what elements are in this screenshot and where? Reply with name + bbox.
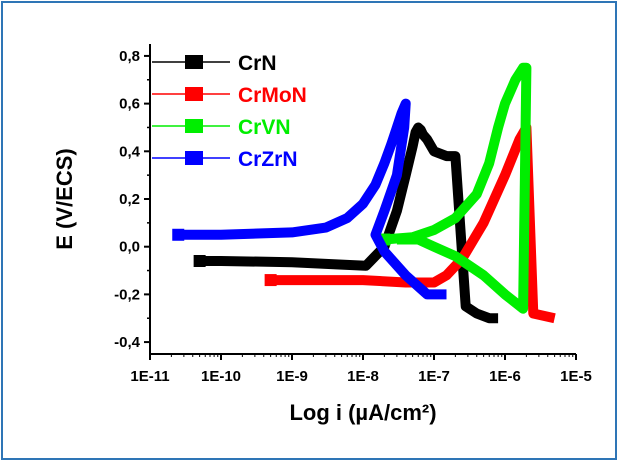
legend-label-crzrn: CrZrN [238, 148, 298, 171]
ticks-layer: -0,4 -0,2 0,0 0,2 0,4 0,6 0,8 1E-11 1E-10 1E-9 1E-… [114, 48, 592, 385]
legend-label-crmon: CrMoN [238, 84, 307, 107]
x-tick-label: 1E-7 [418, 368, 450, 385]
series-line-crzrn [178, 98, 447, 300]
y-tick-label: 0,2 [119, 191, 140, 208]
y-tick-label: 0,0 [119, 239, 140, 256]
x-tick-label: 1E-10 [201, 368, 241, 385]
series-marker-crn [193, 255, 206, 267]
legend-marker-crmon [185, 87, 203, 101]
legend-marker-crzrn [185, 151, 203, 165]
x-tick-label: 1E-9 [276, 368, 308, 385]
legend: CrN CrMoN CrVN CrZrN [152, 52, 307, 171]
y-tick-label: 0,4 [119, 143, 141, 160]
x-tick-label: 1E-11 [130, 368, 169, 385]
series-marker-crzrn [172, 228, 185, 241]
x-tick-label: 1E-6 [489, 368, 521, 385]
x-tick-label: 1E-5 [560, 368, 592, 385]
x-axis-title: Log i (µA/cm²) [289, 400, 436, 425]
legend-label-crn: CrN [238, 52, 277, 75]
y-tick-label: 0,8 [119, 48, 140, 65]
x-tick-label: 1E-8 [347, 368, 379, 385]
y-tick-label: 0,6 [119, 96, 140, 113]
y-axis-title: E (V/ECS) [52, 148, 77, 249]
y-tick-label: -0,2 [114, 286, 140, 303]
y-tick-label: -0,4 [114, 334, 141, 351]
series-line-crvn [383, 62, 532, 314]
series-marker-crmon [264, 274, 277, 287]
legend-label-crvn: CrVN [238, 116, 291, 139]
legend-marker-crvn [185, 119, 203, 133]
legend-marker-crn [185, 55, 203, 69]
curves-layer [172, 62, 556, 324]
